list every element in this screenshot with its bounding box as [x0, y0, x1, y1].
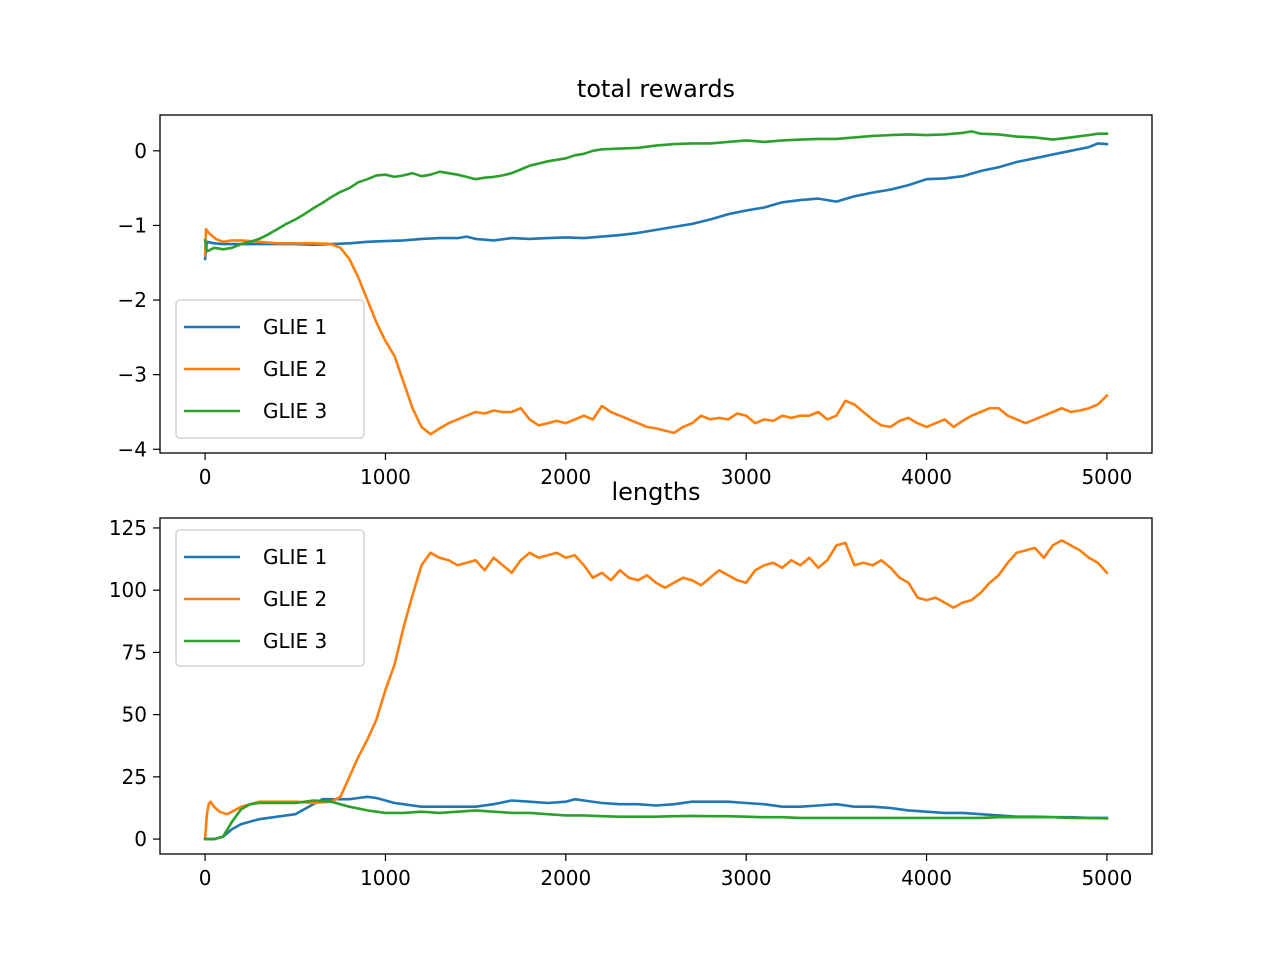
x-tick-label: 3000 [721, 465, 772, 489]
x-tick-label: 4000 [901, 866, 952, 890]
series-line-glie-3 [203, 799, 1109, 841]
legend: GLIE 1 GLIE 2 GLIE 3 [175, 299, 365, 439]
y-tick-label: −4 [118, 437, 147, 461]
legend-label: GLIE 1 [263, 315, 327, 339]
y-tick-label: 50 [122, 703, 147, 727]
legend-label: GLIE 2 [263, 357, 327, 381]
x-tick-label: 3000 [721, 866, 772, 890]
legend-box [175, 529, 365, 667]
y-tick-label: 0 [134, 139, 147, 163]
axes-frame [159, 517, 1153, 855]
y-tick-label: −3 [118, 363, 147, 387]
series-line-glie-2 [203, 539, 1109, 841]
y-tick-label: 75 [122, 640, 147, 664]
chart-title: total rewards [577, 75, 735, 103]
legend-box [175, 299, 365, 439]
y-tick-label: 0 [134, 827, 147, 851]
x-tick-label: 0 [199, 866, 212, 890]
y-tick-label: 125 [109, 516, 147, 540]
x-tick-label: 1000 [360, 866, 411, 890]
chart-panel-1: 0 1000 2000 3000 4000 5000 0 −1 −2 −3 −4 total rewa… [118, 75, 1153, 489]
x-tick-label: 2000 [540, 465, 591, 489]
legend-label: GLIE 1 [263, 545, 327, 569]
legend-label: GLIE 3 [263, 629, 327, 653]
chart-panel-2: 0 1000 2000 3000 4000 5000 0 25 50 75 100 125 length… [109, 478, 1153, 890]
legend-label: GLIE 2 [263, 587, 327, 611]
axes-frame [159, 114, 1153, 454]
x-tick-label: 1000 [360, 465, 411, 489]
legend: GLIE 1 GLIE 2 GLIE 3 [175, 529, 365, 667]
x-tick-label: 5000 [1081, 866, 1132, 890]
series-line-glie-1 [203, 142, 1109, 261]
x-tick-label: 0 [199, 465, 212, 489]
series-line-glie-2 [203, 227, 1109, 436]
legend-label: GLIE 3 [263, 399, 327, 423]
x-tick-label: 4000 [901, 465, 952, 489]
chart-title: lengths [611, 478, 700, 506]
x-tick-label: 5000 [1081, 465, 1132, 489]
y-tick-label: −2 [118, 288, 147, 312]
series-line-glie-3 [203, 130, 1109, 253]
x-tick-label: 2000 [540, 866, 591, 890]
y-tick-label: 25 [122, 765, 147, 789]
y-tick-label: −1 [118, 213, 147, 237]
y-tick-label: 100 [109, 578, 147, 602]
